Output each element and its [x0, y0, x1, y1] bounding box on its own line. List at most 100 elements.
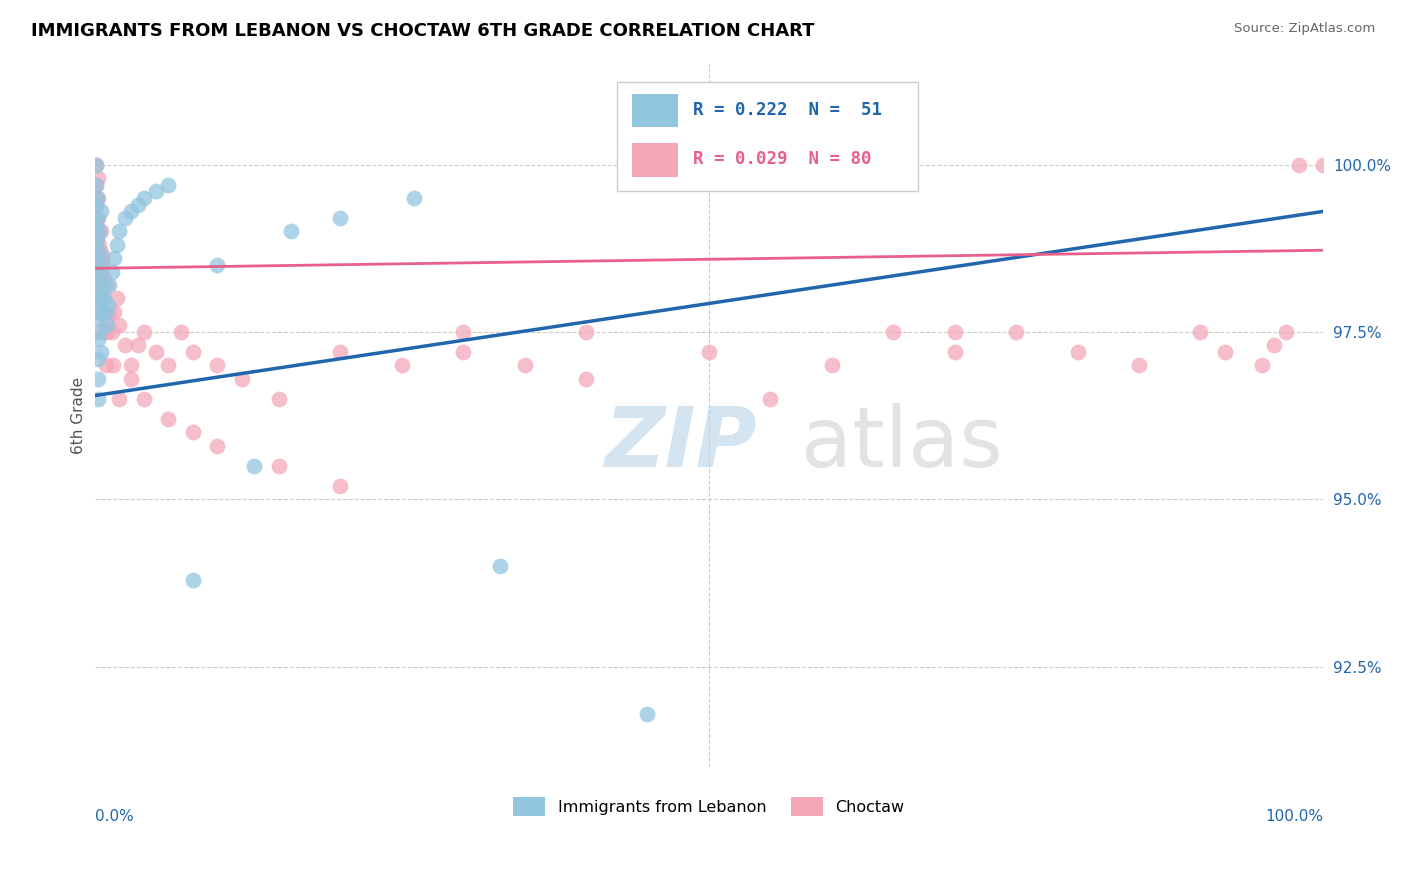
Point: [207, 258, 229, 272]
Point: [637, 706, 659, 721]
Text: R = 0.222  N =  51: R = 0.222 N = 51: [693, 101, 882, 119]
Point: [1005, 325, 1028, 339]
Point: [89, 225, 111, 239]
Point: [169, 325, 191, 339]
Point: [114, 211, 136, 226]
Point: [157, 178, 180, 192]
Text: atlas: atlas: [801, 403, 1002, 484]
Point: [84, 218, 107, 232]
Point: [87, 351, 110, 366]
Point: [391, 359, 413, 373]
Point: [84, 178, 107, 192]
Point: [1288, 157, 1310, 171]
Point: [489, 559, 512, 574]
Point: [90, 292, 112, 306]
Text: R = 0.029  N = 80: R = 0.029 N = 80: [693, 150, 872, 168]
Y-axis label: 6th Grade: 6th Grade: [72, 377, 86, 454]
Point: [89, 285, 111, 299]
Point: [91, 278, 114, 293]
Point: [96, 325, 118, 339]
Point: [101, 359, 124, 373]
Point: [89, 258, 111, 272]
Point: [98, 278, 121, 293]
Point: [94, 305, 117, 319]
Point: [132, 325, 155, 339]
Point: [98, 305, 121, 319]
Point: [821, 359, 844, 373]
Point: [84, 157, 107, 171]
Point: [96, 318, 118, 333]
Point: [87, 292, 110, 306]
Point: [108, 318, 131, 333]
Point: [90, 305, 112, 319]
Point: [86, 271, 108, 285]
Point: [87, 170, 110, 185]
Point: [943, 345, 966, 359]
Point: [1263, 338, 1285, 352]
Point: [90, 345, 112, 359]
Text: ZIP: ZIP: [605, 403, 756, 484]
Point: [157, 359, 180, 373]
Point: [100, 265, 122, 279]
Point: [145, 345, 167, 359]
Point: [90, 225, 112, 239]
Point: [84, 157, 107, 171]
Point: [87, 311, 110, 326]
Point: [575, 372, 598, 386]
Point: [882, 325, 904, 339]
Point: [89, 305, 111, 319]
Point: [91, 258, 114, 272]
Point: [1275, 325, 1298, 339]
Point: [243, 458, 266, 473]
Point: [759, 392, 782, 406]
Point: [87, 258, 110, 272]
Point: [87, 332, 110, 346]
FancyBboxPatch shape: [617, 82, 918, 191]
Point: [120, 372, 142, 386]
Point: [86, 231, 108, 245]
Point: [87, 292, 110, 306]
Point: [86, 252, 108, 266]
Point: [86, 211, 108, 226]
Point: [103, 252, 125, 266]
Point: [91, 252, 114, 266]
Point: [93, 292, 115, 306]
Point: [94, 311, 117, 326]
Legend: Immigrants from Lebanon, Choctaw: Immigrants from Lebanon, Choctaw: [508, 790, 911, 822]
Point: [120, 204, 142, 219]
Point: [451, 345, 474, 359]
Point: [1213, 345, 1236, 359]
Point: [1250, 359, 1272, 373]
Point: [84, 238, 107, 252]
Text: 100.0%: 100.0%: [1265, 809, 1323, 824]
Point: [89, 265, 111, 279]
Text: Source: ZipAtlas.com: Source: ZipAtlas.com: [1234, 22, 1375, 36]
Point: [127, 338, 149, 352]
Bar: [631, 143, 678, 177]
Point: [451, 325, 474, 339]
Point: [329, 479, 352, 493]
Point: [90, 204, 112, 219]
Point: [132, 392, 155, 406]
Text: 0.0%: 0.0%: [94, 809, 134, 824]
Point: [91, 271, 114, 285]
Point: [1066, 345, 1088, 359]
Point: [120, 359, 142, 373]
Point: [97, 298, 120, 312]
Point: [114, 338, 136, 352]
Point: [90, 244, 112, 259]
Point: [93, 292, 115, 306]
Point: [94, 359, 117, 373]
Point: [87, 191, 110, 205]
Point: [181, 573, 204, 587]
Point: [87, 211, 110, 226]
Point: [402, 191, 425, 205]
Point: [1128, 359, 1150, 373]
Point: [87, 271, 110, 285]
Point: [181, 425, 204, 440]
Bar: [631, 94, 678, 128]
Point: [207, 359, 229, 373]
Point: [87, 392, 110, 406]
Point: [89, 225, 111, 239]
Point: [108, 225, 131, 239]
